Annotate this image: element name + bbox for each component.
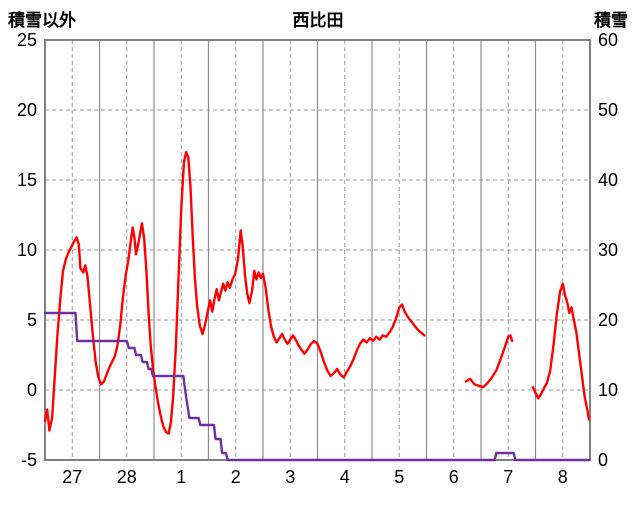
left-axis-tick-label: 20: [17, 100, 37, 120]
x-axis-tick-label: 5: [394, 467, 404, 487]
x-axis-tick-label: 27: [62, 467, 82, 487]
left-axis-tick-label: 10: [17, 240, 37, 260]
x-axis-tick-label: 28: [117, 467, 137, 487]
right-axis-tick-label: 50: [598, 100, 618, 120]
x-axis-tick-label: 1: [176, 467, 186, 487]
right-axis-tick-label: 20: [598, 310, 618, 330]
x-axis-tick-label: 3: [285, 467, 295, 487]
x-axis-tick-label: 7: [503, 467, 513, 487]
left-axis-tick-label: 5: [27, 310, 37, 330]
right-axis-title: 積雪: [594, 11, 628, 30]
left-axis-tick-label: 25: [17, 30, 37, 50]
right-axis-tick-label: 0: [598, 450, 608, 470]
right-axis-tick-label: 40: [598, 170, 618, 190]
x-axis-tick-label: 6: [449, 467, 459, 487]
left-axis-tick-label: 0: [27, 380, 37, 400]
left-axis-tick-label: 15: [17, 170, 37, 190]
x-axis-tick-label: 2: [231, 467, 241, 487]
x-axis-tick-label: 8: [558, 467, 568, 487]
right-axis-tick-label: 30: [598, 240, 618, 260]
left-axis-title: 積雪以外: [8, 11, 76, 30]
left-axis-tick-label: -5: [21, 450, 37, 470]
x-axis-tick-label: 4: [340, 467, 350, 487]
chart-title: 西比田: [292, 11, 344, 30]
right-axis-tick-label: 10: [598, 380, 618, 400]
right-axis-tick-label: 60: [598, 30, 618, 50]
